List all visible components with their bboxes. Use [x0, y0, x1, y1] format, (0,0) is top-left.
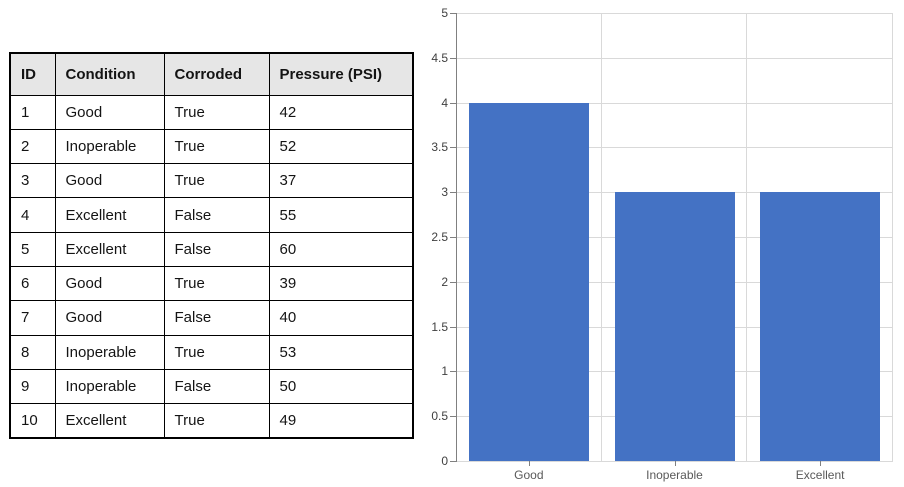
x-axis-tick	[820, 461, 822, 466]
v-gridline	[892, 13, 893, 461]
table-header: ID Condition Corroded Pressure (PSI)	[9, 52, 414, 96]
table-cell: 49	[268, 403, 414, 439]
table-cell: False	[163, 197, 270, 233]
table-cell: Good	[54, 94, 165, 130]
table-cell: True	[163, 163, 270, 199]
table-cell: True	[163, 94, 270, 130]
table-row: 7 Good False 40	[9, 300, 414, 336]
table-cell: Excellent	[54, 403, 165, 439]
table-cell: True	[163, 334, 270, 370]
table-cell: 55	[268, 197, 414, 233]
table-cell: 7	[9, 300, 56, 336]
v-gridline	[746, 13, 748, 461]
table-cell: 9	[9, 368, 56, 405]
y-axis-tick	[450, 192, 456, 194]
table-cell: 6	[9, 265, 56, 302]
table-row: 1 Good True 42	[9, 94, 414, 130]
bar-inoperable	[614, 192, 735, 461]
table-cell: False	[163, 300, 270, 336]
table-cell: 10	[9, 403, 56, 439]
table-cell: 60	[268, 231, 414, 267]
h-gridline	[456, 13, 893, 14]
y-tick-label: 1	[441, 364, 448, 379]
y-tick-label: 3	[441, 185, 448, 200]
column-header: ID	[9, 52, 56, 96]
y-axis-tick	[450, 57, 456, 59]
category-label: Good	[514, 468, 544, 482]
table-cell: 1	[9, 94, 56, 130]
table-cell: Inoperable	[54, 334, 165, 370]
y-tick-label: 4.5	[431, 50, 448, 65]
y-tick-label: 1.5	[431, 319, 448, 334]
table-row: 5 Excellent False 60	[9, 231, 414, 267]
table-cell: False	[163, 231, 270, 267]
h-gridline	[456, 147, 893, 149]
table-cell: True	[163, 265, 270, 302]
table-cell: Good	[54, 300, 165, 336]
x-axis-tick	[674, 461, 676, 466]
bar-good	[468, 102, 589, 461]
table-cell: Excellent	[54, 197, 165, 233]
h-gridline	[456, 102, 893, 104]
y-axis-tick	[450, 13, 456, 14]
table-cell: 50	[268, 368, 414, 405]
table-cell: 4	[9, 197, 56, 233]
y-tick-label: 3.5	[431, 140, 448, 155]
y-axis-tick	[450, 416, 456, 418]
table-cell: 37	[268, 163, 414, 199]
y-tick-label: 0	[441, 454, 448, 468]
table-row: 6 Good True 39	[9, 265, 414, 302]
y-tick-label: 5	[441, 6, 448, 20]
table-row: 3 Good True 37	[9, 163, 414, 199]
x-axis-tick	[528, 461, 530, 466]
h-gridline	[456, 57, 893, 59]
table-cell: True	[163, 128, 270, 165]
table-cell: 3	[9, 163, 56, 199]
table-cell: 2	[9, 128, 56, 165]
bar-excellent	[760, 192, 881, 461]
table-row: 4 Excellent False 55	[9, 197, 414, 233]
table-cell: Inoperable	[54, 128, 165, 165]
table-row: 9 Inoperable False 50	[9, 368, 414, 405]
y-axis-tick	[450, 461, 456, 462]
y-axis-tick	[450, 326, 456, 328]
y-axis-line	[456, 13, 457, 462]
y-axis-tick	[450, 147, 456, 149]
column-header: Corroded	[163, 52, 270, 96]
y-tick-label: 2	[441, 274, 448, 289]
table-row: 2 Inoperable True 52	[9, 128, 414, 165]
y-tick-label: 0.5	[431, 409, 448, 424]
table-cell: 53	[268, 334, 414, 370]
y-tick-label: 4	[441, 95, 448, 110]
table-body: 1 Good True 42 2 Inoperable True 52 3 Good True 37 4…	[9, 94, 414, 439]
table-cell: 42	[268, 94, 414, 130]
table-cell: Inoperable	[54, 368, 165, 405]
table-cell: 8	[9, 334, 56, 370]
category-label: Inoperable	[646, 468, 703, 482]
y-tick-label: 2.5	[431, 230, 448, 244]
column-header: Pressure (PSI)	[268, 52, 414, 96]
table-header-row: ID Condition Corroded Pressure (PSI)	[9, 52, 414, 96]
table-row: 8 Inoperable True 53	[9, 334, 414, 370]
column-header: Condition	[54, 52, 165, 96]
table-row: 10 Excellent True 49	[9, 403, 414, 439]
pipe-data-table: ID Condition Corroded Pressure (PSI) 1 Good T…	[9, 52, 414, 439]
table-cell: 40	[268, 300, 414, 336]
table-cell: False	[163, 368, 270, 405]
table-cell: 52	[268, 128, 414, 165]
y-axis-tick	[450, 281, 456, 283]
y-axis-tick	[450, 102, 456, 104]
table-cell: 39	[268, 265, 414, 302]
category-label: Excellent	[795, 468, 845, 482]
table-cell: True	[163, 403, 270, 439]
table-cell: 5	[9, 231, 56, 267]
y-axis-tick	[450, 237, 456, 238]
table-cell: Good	[54, 163, 165, 199]
table-cell: Excellent	[54, 231, 165, 267]
table-cell: Good	[54, 265, 165, 302]
v-gridline	[600, 13, 602, 461]
condition-count-bar-chart: 0 0.5 1 1.5 2 2.5 3 3.5 4 4.5 5 Good Inoperable Excel…	[431, 6, 893, 482]
y-axis-tick	[450, 371, 456, 373]
